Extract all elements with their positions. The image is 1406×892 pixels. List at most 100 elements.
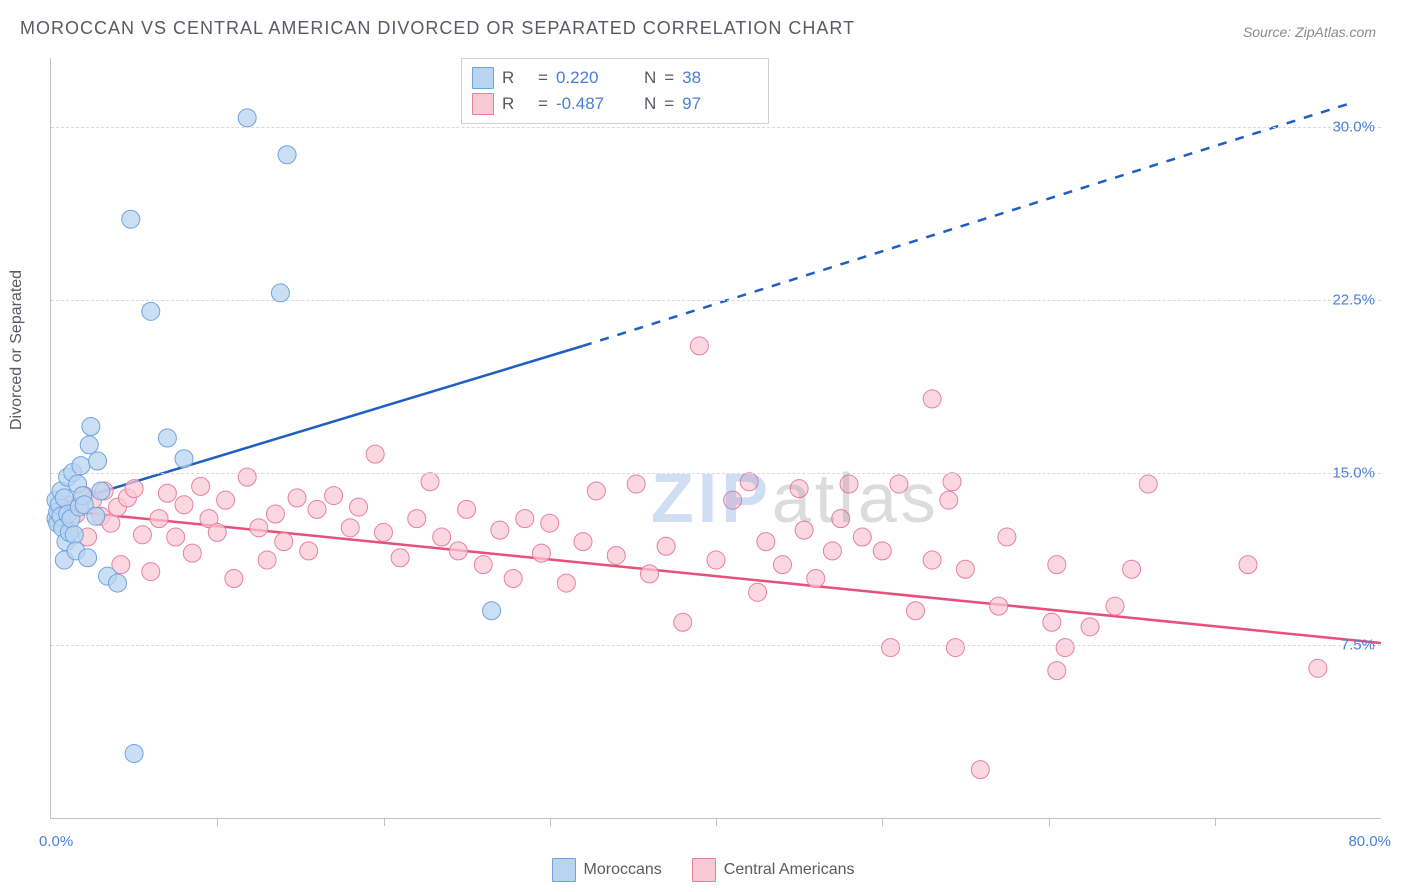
y-axis-label: Divorced or Separated — [8, 270, 26, 430]
scatter-point — [607, 546, 625, 564]
legend-swatch — [552, 858, 576, 882]
scatter-point — [774, 556, 792, 574]
scatter-point — [92, 482, 110, 500]
legend-item: Moroccans — [552, 858, 662, 882]
scatter-point — [832, 510, 850, 528]
scatter-point — [79, 549, 97, 567]
scatter-point — [225, 569, 243, 587]
stats-legend-box: R=0.220N=38R=-0.487N=97 — [461, 58, 769, 124]
scatter-point — [1056, 639, 1074, 657]
scatter-point — [923, 390, 941, 408]
chart-title: MOROCCAN VS CENTRAL AMERICAN DIVORCED OR… — [20, 18, 855, 39]
stats-n-label: N — [644, 68, 656, 88]
stats-eq: = — [538, 94, 548, 114]
stats-row: R=0.220N=38 — [472, 65, 752, 91]
scatter-point — [790, 480, 808, 498]
scatter-point — [175, 496, 193, 514]
scatter-point — [341, 519, 359, 537]
plot-area: R=0.220N=38R=-0.487N=97 0.0% 80.0% ZIPat… — [50, 58, 1381, 819]
scatter-point — [1048, 662, 1066, 680]
scatter-point — [1081, 618, 1099, 636]
stats-eq: = — [538, 68, 548, 88]
legend-bottom: Moroccans Central Americans — [0, 858, 1406, 882]
scatter-point — [142, 563, 160, 581]
scatter-point — [1139, 475, 1157, 493]
stats-swatch — [472, 93, 494, 115]
scatter-point — [690, 337, 708, 355]
scatter-point — [840, 475, 858, 493]
x-tick — [550, 818, 551, 826]
scatter-point — [275, 533, 293, 551]
y-tick-label: 15.0% — [1332, 464, 1375, 481]
scatter-point — [175, 450, 193, 468]
chart-svg — [51, 58, 1381, 818]
scatter-point — [1106, 597, 1124, 615]
scatter-point — [943, 473, 961, 491]
scatter-point — [504, 569, 522, 587]
scatter-point — [308, 500, 326, 518]
scatter-point — [483, 602, 501, 620]
scatter-point — [541, 514, 559, 532]
scatter-point — [238, 109, 256, 127]
scatter-point — [122, 210, 140, 228]
scatter-point — [350, 498, 368, 516]
stats-swatch — [472, 67, 494, 89]
scatter-point — [641, 565, 659, 583]
scatter-point — [749, 583, 767, 601]
scatter-point — [65, 526, 83, 544]
scatter-point — [532, 544, 550, 562]
scatter-point — [956, 560, 974, 578]
stats-r-value: 0.220 — [556, 68, 626, 88]
scatter-point — [907, 602, 925, 620]
scatter-point — [823, 542, 841, 560]
scatter-point — [300, 542, 318, 560]
scatter-point — [133, 526, 151, 544]
stats-r-value: -0.487 — [556, 94, 626, 114]
y-tick-label: 22.5% — [1332, 291, 1375, 308]
scatter-point — [217, 491, 235, 509]
chart-container: MOROCCAN VS CENTRAL AMERICAN DIVORCED OR… — [0, 0, 1406, 892]
x-tick — [217, 818, 218, 826]
scatter-point — [1309, 659, 1327, 677]
scatter-point — [375, 523, 393, 541]
scatter-point — [87, 507, 105, 525]
stats-n-value: 38 — [682, 68, 752, 88]
x-tick — [1215, 818, 1216, 826]
scatter-point — [125, 745, 143, 763]
scatter-point — [288, 489, 306, 507]
legend-label: Moroccans — [584, 861, 662, 879]
scatter-point — [421, 473, 439, 491]
scatter-point — [125, 480, 143, 498]
gridline-h — [51, 473, 1381, 474]
scatter-point — [724, 491, 742, 509]
scatter-point — [587, 482, 605, 500]
scatter-point — [1239, 556, 1257, 574]
x-tick — [384, 818, 385, 826]
scatter-point — [433, 528, 451, 546]
scatter-point — [89, 452, 107, 470]
gridline-h — [51, 645, 1381, 646]
scatter-point — [882, 639, 900, 657]
scatter-point — [325, 487, 343, 505]
scatter-point — [192, 477, 210, 495]
scatter-point — [250, 519, 268, 537]
legend-label: Central Americans — [724, 861, 855, 879]
scatter-point — [366, 445, 384, 463]
scatter-point — [971, 761, 989, 779]
gridline-h — [51, 300, 1381, 301]
scatter-point — [408, 510, 426, 528]
scatter-point — [158, 429, 176, 447]
scatter-point — [458, 500, 476, 518]
scatter-point — [391, 549, 409, 567]
stats-n-label: N — [644, 94, 656, 114]
scatter-point — [516, 510, 534, 528]
stats-n-value: 97 — [682, 94, 752, 114]
scatter-point — [266, 505, 284, 523]
scatter-point — [1123, 560, 1141, 578]
scatter-point — [208, 523, 226, 541]
scatter-point — [474, 556, 492, 574]
scatter-point — [150, 510, 168, 528]
scatter-point — [707, 551, 725, 569]
scatter-point — [183, 544, 201, 562]
scatter-point — [923, 551, 941, 569]
